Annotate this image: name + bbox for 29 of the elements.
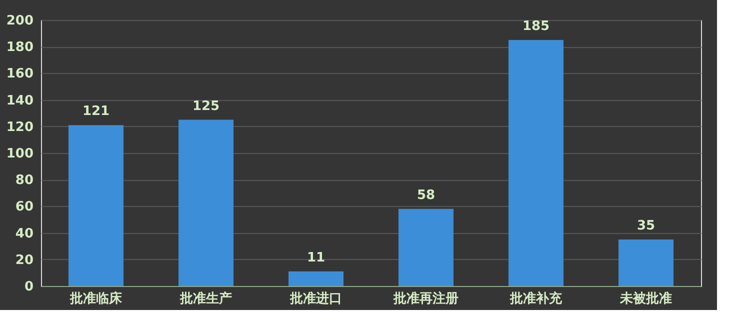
y-tick-label: 20 bbox=[15, 252, 34, 268]
bar bbox=[398, 208, 454, 286]
bar bbox=[288, 271, 344, 286]
data-label: 58 bbox=[416, 188, 436, 203]
y-tick-label: 200 bbox=[6, 14, 34, 28]
x-tick-label: 未被批准 bbox=[619, 290, 672, 306]
data-label: 35 bbox=[636, 218, 656, 234]
data-label: 185 bbox=[522, 18, 550, 34]
x-tick-label: 批准进口 bbox=[289, 290, 342, 306]
bar bbox=[68, 125, 124, 286]
x-tick-label: 批准再注册 bbox=[392, 290, 458, 306]
bar bbox=[178, 120, 234, 286]
x-tick-label: 批准生产 bbox=[179, 290, 232, 306]
y-tick-label: 180 bbox=[6, 40, 34, 56]
y-tick-label: 0 bbox=[24, 280, 34, 294]
y-tick-label: 40 bbox=[15, 226, 34, 242]
y-tick-label: 80 bbox=[15, 173, 34, 188]
data-label: 11 bbox=[306, 250, 326, 266]
y-tick-label: 60 bbox=[15, 200, 34, 215]
x-tick-label: 批准临床 bbox=[69, 290, 123, 306]
x-tick-label: 批准补充 bbox=[509, 290, 563, 306]
y-tick-label: 140 bbox=[6, 93, 34, 108]
y-tick-label: 160 bbox=[6, 66, 34, 82]
bar bbox=[618, 239, 674, 286]
y-tick-label: 100 bbox=[6, 146, 34, 162]
y-tick-label: 120 bbox=[6, 120, 34, 135]
data-label: 125 bbox=[192, 98, 220, 114]
bar bbox=[508, 40, 564, 286]
data-label: 121 bbox=[82, 104, 110, 120]
